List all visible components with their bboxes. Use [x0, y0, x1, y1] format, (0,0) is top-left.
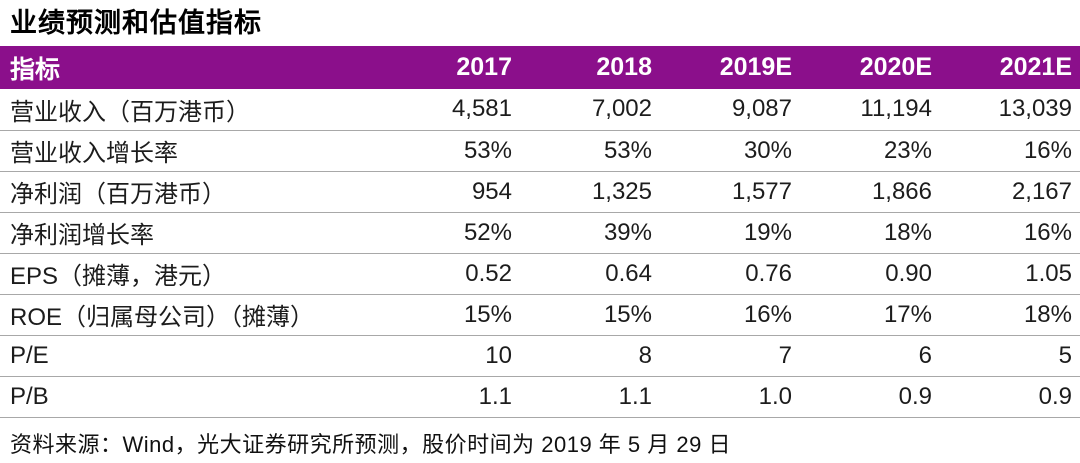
table-row: 营业收入（百万港币） 4,581 7,002 9,087 11,194 13,039	[0, 89, 1080, 131]
row-value: 954	[380, 171, 520, 213]
row-label: 营业收入（百万港币）	[0, 89, 380, 131]
row-value: 17%	[800, 294, 940, 336]
row-value: 15%	[520, 294, 660, 336]
metrics-table: 指标 2017 2018 2019E 2020E 2021E 营业收入（百万港币） 4,58…	[0, 46, 1080, 418]
source-note: 资料来源：Wind，光大证券研究所预测，股价时间为 2019 年 5 月 29 …	[10, 431, 731, 457]
row-value: 30%	[660, 130, 800, 172]
row-value: 53%	[520, 130, 660, 172]
header-cell-year: 2018	[520, 46, 660, 89]
row-value: 8	[520, 335, 660, 377]
row-value: 7	[660, 335, 800, 377]
row-value: 0.9	[940, 376, 1080, 418]
row-value: 0.90	[800, 253, 940, 295]
header-cell-year: 2017	[380, 46, 520, 89]
table-row: P/E 10 8 7 6 5	[0, 335, 1080, 377]
header-cell-indicator: 指标	[0, 46, 380, 89]
row-value: 16%	[940, 130, 1080, 172]
row-value: 0.64	[520, 253, 660, 295]
row-value: 39%	[520, 212, 660, 254]
table-body: 营业收入（百万港币） 4,581 7,002 9,087 11,194 13,039 营业收…	[0, 89, 1080, 418]
table-row: P/B 1.1 1.1 1.0 0.9 0.9	[0, 376, 1080, 418]
row-value: 1,577	[660, 171, 800, 213]
row-value: 1.1	[520, 376, 660, 418]
row-value: 1.05	[940, 253, 1080, 295]
row-value: 11,194	[800, 89, 940, 131]
row-value: 1.1	[380, 376, 520, 418]
row-value: 52%	[380, 212, 520, 254]
row-value: 13,039	[940, 89, 1080, 131]
row-label: ROE（归属母公司）（摊薄）	[0, 294, 380, 336]
row-value: 9,087	[660, 89, 800, 131]
row-label: EPS（摊薄，港元）	[0, 253, 380, 295]
header-cell-year: 2021E	[940, 46, 1080, 89]
table-row: 净利润（百万港币） 954 1,325 1,577 1,866 2,167	[0, 171, 1080, 213]
row-value: 23%	[800, 130, 940, 172]
row-value: 18%	[940, 294, 1080, 336]
row-value: 2,167	[940, 171, 1080, 213]
table-header-row: 指标 2017 2018 2019E 2020E 2021E	[0, 46, 1080, 89]
page-title: 业绩预测和估值指标	[10, 8, 262, 38]
row-value: 0.76	[660, 253, 800, 295]
table-row: 营业收入增长率 53% 53% 30% 23% 16%	[0, 130, 1080, 172]
row-value: 19%	[660, 212, 800, 254]
row-value: 18%	[800, 212, 940, 254]
table-row: ROE（归属母公司）（摊薄） 15% 15% 16% 17% 18%	[0, 294, 1080, 336]
row-value: 1,325	[520, 171, 660, 213]
row-label: P/E	[0, 335, 380, 377]
row-value: 7,002	[520, 89, 660, 131]
row-label: 净利润增长率	[0, 212, 380, 254]
table-header: 指标 2017 2018 2019E 2020E 2021E	[0, 46, 1080, 89]
header-cell-year: 2020E	[800, 46, 940, 89]
row-value: 10	[380, 335, 520, 377]
row-value: 0.9	[800, 376, 940, 418]
row-value: 1,866	[800, 171, 940, 213]
row-label: 净利润（百万港币）	[0, 171, 380, 213]
row-value: 0.52	[380, 253, 520, 295]
header-cell-year: 2019E	[660, 46, 800, 89]
row-label: P/B	[0, 376, 380, 418]
row-value: 16%	[940, 212, 1080, 254]
row-value: 6	[800, 335, 940, 377]
row-label: 营业收入增长率	[0, 130, 380, 172]
table-row: EPS（摊薄，港元） 0.52 0.64 0.76 0.90 1.05	[0, 253, 1080, 295]
row-value: 4,581	[380, 89, 520, 131]
row-value: 1.0	[660, 376, 800, 418]
table-row: 净利润增长率 52% 39% 19% 18% 16%	[0, 212, 1080, 254]
row-value: 5	[940, 335, 1080, 377]
row-value: 53%	[380, 130, 520, 172]
row-value: 15%	[380, 294, 520, 336]
row-value: 16%	[660, 294, 800, 336]
